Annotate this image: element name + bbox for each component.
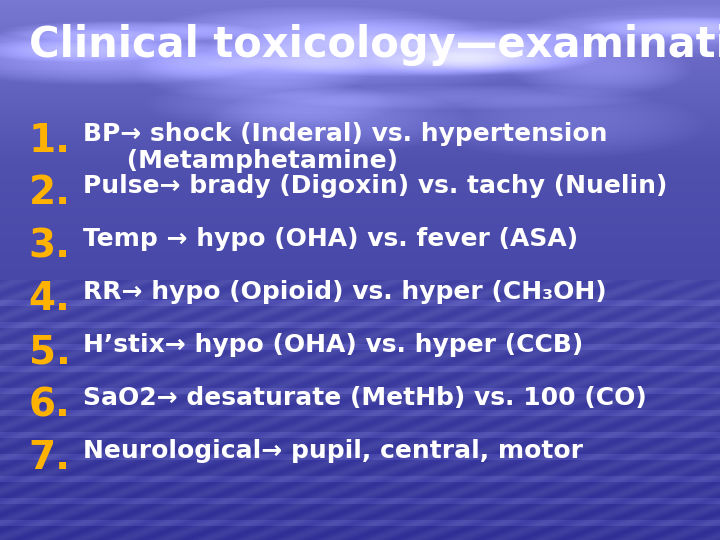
Text: Clinical toxicology—examination: Clinical toxicology—examination <box>29 24 720 66</box>
Text: RR→ hypo (Opioid) vs. hyper (CH₃OH): RR→ hypo (Opioid) vs. hyper (CH₃OH) <box>83 280 606 304</box>
Text: Temp → hypo (OHA) vs. fever (ASA): Temp → hypo (OHA) vs. fever (ASA) <box>83 227 578 251</box>
Text: 7.: 7. <box>29 439 71 477</box>
Text: SaO2→ desaturate (MetHb) vs. 100 (CO): SaO2→ desaturate (MetHb) vs. 100 (CO) <box>83 386 647 410</box>
Text: 3.: 3. <box>29 227 71 265</box>
Text: 4.: 4. <box>29 280 71 318</box>
Text: 5.: 5. <box>29 333 71 371</box>
Text: 1.: 1. <box>29 122 71 159</box>
Text: H’stix→ hypo (OHA) vs. hyper (CCB): H’stix→ hypo (OHA) vs. hyper (CCB) <box>83 333 583 357</box>
Text: BP→ shock (Inderal) vs. hypertension
     (Metamphetamine): BP→ shock (Inderal) vs. hypertension (Me… <box>83 122 607 173</box>
Text: Pulse→ brady (Digoxin) vs. tachy (Nuelin): Pulse→ brady (Digoxin) vs. tachy (Nuelin… <box>83 174 667 198</box>
Text: 2.: 2. <box>29 174 71 212</box>
Text: Neurological→ pupil, central, motor: Neurological→ pupil, central, motor <box>83 439 582 463</box>
Text: 6.: 6. <box>29 386 71 424</box>
